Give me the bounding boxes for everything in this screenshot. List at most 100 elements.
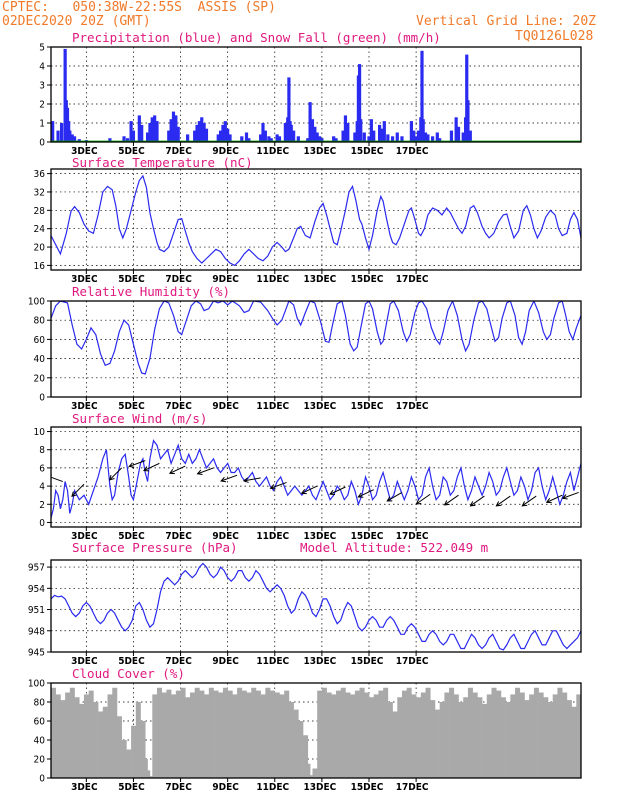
wind-arrow xyxy=(443,494,459,506)
wind-arrow xyxy=(196,467,214,475)
precip-bar xyxy=(390,136,395,142)
cloud-bar xyxy=(401,690,407,778)
header-location: CPTEC: 050:38W-22:55S ASSIS (SP) xyxy=(2,0,276,15)
panel-frame xyxy=(50,46,582,143)
cloud-bar xyxy=(270,690,276,778)
x-tick-label: 17DEC xyxy=(396,146,429,157)
x-tick-label: 11DEC xyxy=(256,146,289,157)
x-tick-label: 7DEC xyxy=(165,274,192,285)
wind-arrow-shaft xyxy=(387,492,403,502)
precip-bar xyxy=(200,117,204,142)
cloud-bar xyxy=(251,687,257,778)
x-tick-label: 15DEC xyxy=(351,531,384,542)
wind-arrow xyxy=(220,474,238,483)
x-tick-label: 5DEC xyxy=(118,656,145,667)
cloud-bar xyxy=(581,688,586,778)
x-tick-label: 3DEC xyxy=(71,401,98,412)
precip-bar xyxy=(202,123,206,142)
precip-bar xyxy=(414,136,418,142)
precip-bar xyxy=(140,124,144,142)
cloud-bar xyxy=(265,687,271,778)
y-tick-label: 36 xyxy=(34,169,46,180)
wind-arrow-head xyxy=(128,462,135,468)
precip-bar xyxy=(334,138,338,142)
x-tick-label: 5DEC xyxy=(118,274,145,285)
precip-bar xyxy=(176,126,180,142)
wind-arrow-shaft xyxy=(522,495,537,507)
cloud-bar xyxy=(359,687,365,778)
precip-bar xyxy=(468,130,472,142)
y-tick-label: 8 xyxy=(39,445,45,456)
panels: Precipitation (blue) and Snow Fall (gree… xyxy=(28,30,586,793)
precip-bar xyxy=(435,132,439,142)
precip-bar xyxy=(148,123,152,142)
cloud-bar xyxy=(279,694,285,778)
wind-arrow-head xyxy=(357,492,364,498)
cloud-bar xyxy=(131,725,137,778)
cloud-bar xyxy=(425,687,431,778)
cloud-bar xyxy=(434,709,440,778)
precip-bar xyxy=(359,119,363,142)
x-tick-label: 5DEC xyxy=(118,782,145,793)
x-tick-label: 5DEC xyxy=(118,531,145,542)
wind-arrow-head xyxy=(495,501,502,507)
precip-bar xyxy=(367,136,371,142)
precip-bar xyxy=(292,130,296,142)
precip-bar xyxy=(174,115,178,142)
y-tick-label: 16 xyxy=(34,261,46,272)
precip-bar xyxy=(226,128,230,142)
precip-bar xyxy=(137,115,141,142)
wind-arrow-shaft xyxy=(129,460,146,467)
precip-bar xyxy=(223,121,227,142)
wind-arrow-shaft xyxy=(562,491,579,499)
panel-temp: Surface Temperature (nC) 16 20 24 28 32 36 3DEC… xyxy=(34,155,582,285)
x-tick-label: 15DEC xyxy=(351,656,384,667)
x-tick-label: 7DEC xyxy=(165,656,192,667)
wind-arrow-head xyxy=(300,488,307,495)
cloud-bar xyxy=(515,687,521,778)
wind-arrow xyxy=(168,465,186,475)
y-tick-label: 20 xyxy=(34,373,46,384)
x-tick-label: 17DEC xyxy=(396,274,429,285)
panel-frame xyxy=(50,559,582,653)
y-tick-label: 80 xyxy=(34,316,46,327)
x-tick-label: 13DEC xyxy=(304,146,337,157)
cloud-bar xyxy=(227,690,233,778)
precip-bar xyxy=(267,136,271,142)
panel-precip: Precipitation (blue) and Snow Fall (gree… xyxy=(39,30,582,157)
cloud-bar xyxy=(274,692,280,778)
precip-bar xyxy=(60,123,64,142)
x-tick-label: 3DEC xyxy=(71,782,98,793)
cloud-bar xyxy=(463,697,469,778)
precip-bar xyxy=(426,134,430,142)
wind-arrow-shaft xyxy=(444,494,459,506)
precip-bar xyxy=(216,134,220,142)
cloud-bar xyxy=(317,690,323,778)
wind-arrow xyxy=(143,462,160,472)
y-tick-label: 4 xyxy=(39,62,45,73)
cloud-bar xyxy=(83,694,89,778)
cloud-bar xyxy=(331,694,337,778)
x-tick-label: 9DEC xyxy=(212,401,239,412)
panel-frame xyxy=(50,300,582,398)
precip-bar xyxy=(221,124,225,142)
cloud-bar xyxy=(345,692,351,778)
wind-arrow xyxy=(415,493,431,505)
precip-bar xyxy=(466,100,470,142)
precip-bar xyxy=(343,115,348,142)
wind-arrow-head xyxy=(196,469,203,475)
panel-title: Precipitation (blue) and Snow Fall (gree… xyxy=(72,30,441,45)
precip-bar xyxy=(306,138,310,142)
wind-arrow-head xyxy=(386,496,393,502)
precip-bar xyxy=(438,138,442,142)
cloud-bar xyxy=(166,689,172,778)
precip-bar xyxy=(259,134,263,142)
precip-bar xyxy=(320,138,324,142)
cloud-bar xyxy=(246,692,252,778)
precip-bar xyxy=(310,119,315,142)
precip-bar xyxy=(357,64,362,142)
press-line xyxy=(51,562,581,651)
cloud-bar xyxy=(336,690,342,778)
cloud-bar xyxy=(93,702,99,778)
cloud-bar xyxy=(189,692,195,778)
